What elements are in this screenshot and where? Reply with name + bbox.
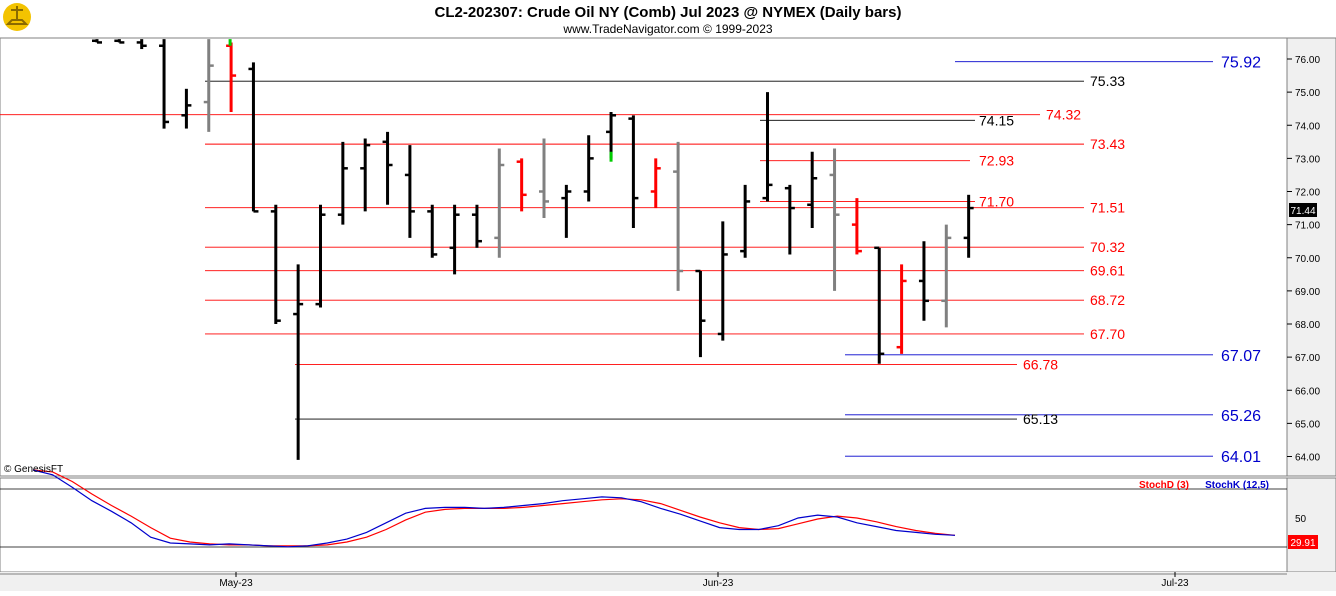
x-tick-label: Jul-23: [1161, 578, 1189, 589]
logo-icon: [3, 3, 31, 31]
level-label: 64.01: [1221, 449, 1261, 466]
level-label: 72.93: [979, 153, 1014, 169]
last-price-tag: [1289, 203, 1317, 217]
level-label: 74.15: [979, 112, 1014, 128]
level-label: 67.07: [1221, 348, 1261, 365]
level-label: 73.43: [1090, 136, 1125, 152]
price-tick-label: 67.00: [1295, 353, 1320, 364]
watermark: © GenesisFT: [4, 464, 63, 475]
level-label: 65.13: [1023, 411, 1058, 427]
level-label: 75.92: [1221, 55, 1261, 72]
level-label: 70.32: [1090, 239, 1125, 255]
stoch-last-label: 29.91: [1290, 538, 1315, 549]
price-tick-label: 74.00: [1295, 121, 1320, 132]
price-tick-label: 68.00: [1295, 320, 1320, 331]
level-label: 66.78: [1023, 356, 1058, 372]
stochastic-lines: [32, 469, 956, 548]
level-label: 71.70: [979, 193, 1014, 209]
legend-stochd: StochD (3): [1139, 480, 1189, 491]
price-tick-label: 73.00: [1295, 154, 1320, 165]
price-tick-label: 75.00: [1295, 88, 1320, 99]
level-label: 75.33: [1090, 73, 1125, 89]
chart-title: CL2-202307: Crude Oil NY (Comb) Jul 2023…: [435, 4, 902, 21]
legend-stochk: StochK (12,5): [1205, 480, 1269, 491]
price-y-axis: 76.00 75.00 74.00 73.00 72.00 71.00 70.00 69.00…: [1287, 55, 1320, 464]
last-price-label: 71.44: [1290, 206, 1315, 217]
chart-subtitle: www.TradeNavigator.com © 1999-2023: [562, 22, 772, 36]
stoch-panel: [0, 477, 1288, 573]
level-label: 71.51: [1090, 200, 1125, 216]
price-axis-panel: [1286, 37, 1336, 477]
x-axis-strip: [0, 572, 1336, 591]
stoch-50-tick: 50: [1295, 514, 1307, 525]
level-label: 74.32: [1046, 107, 1081, 123]
level-label: 69.61: [1090, 263, 1125, 279]
price-tick-label: 76.00: [1295, 55, 1320, 66]
x-tick-label: May-23: [219, 578, 253, 589]
x-tick-label: Jun-23: [703, 578, 734, 589]
price-tick-label: 72.00: [1295, 188, 1320, 199]
price-panel: [0, 37, 1288, 477]
level-label: 68.72: [1090, 292, 1125, 308]
stoch-axis-panel: [1286, 477, 1336, 573]
price-tick-label: 66.00: [1295, 386, 1320, 397]
support-resistance-levels: 75.92 75.33 74.32 74.15 73.43 72.93 71.70 71.51…: [0, 55, 1261, 466]
price-tick-label: 71.00: [1295, 221, 1320, 232]
level-label: 67.70: [1090, 326, 1125, 342]
price-bars: [92, 39, 974, 460]
price-tick-label: 69.00: [1295, 287, 1320, 298]
price-tick-label: 64.00: [1295, 453, 1320, 464]
price-tick-label: 65.00: [1295, 419, 1320, 430]
stoch-last-tag: [1288, 535, 1318, 549]
stochk-line: [32, 469, 956, 548]
price-tick-label: 70.00: [1295, 254, 1320, 265]
x-axis: May-23 Jun-23 Jul-23: [219, 572, 1189, 589]
level-label: 65.26: [1221, 408, 1261, 425]
